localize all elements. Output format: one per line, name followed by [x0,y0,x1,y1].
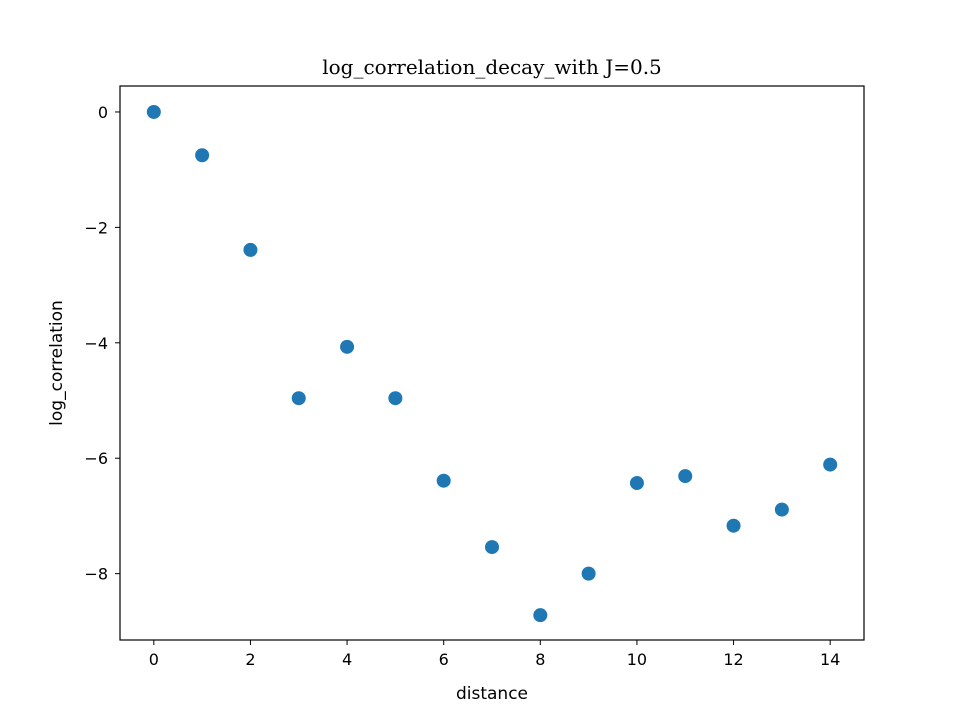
y-tick-label: −4 [84,334,108,353]
axis-ticks: 0 2 4 6 8 10 12 14 0 −2 −4 −6 −8 [84,103,840,669]
data-point [436,473,451,488]
data-point [678,469,693,484]
data-point [581,566,596,581]
x-tick-label: 0 [149,650,159,669]
data-point [485,540,499,555]
x-axis-label: distance [456,684,528,704]
x-tick-label: 14 [820,650,840,669]
data-point [629,476,644,491]
x-tick-label: 2 [245,650,255,669]
chart-title: log_correlation_decay_with J=0.5 [322,55,662,79]
y-axis-label: log_correlation [47,300,67,426]
x-tick-label: 12 [723,650,743,669]
axes-frame [119,85,865,641]
data-point [388,391,403,406]
data-point [291,391,306,406]
x-tick-label: 4 [342,650,352,669]
data-point [533,608,548,623]
y-tick-label: −8 [84,565,108,584]
data-point [726,518,741,533]
data-point [243,242,258,257]
x-tick-label: 6 [439,650,449,669]
plot-area [146,104,838,623]
data-point [774,502,789,517]
data-point [823,457,838,472]
y-tick-label: 0 [98,103,108,122]
data-point [340,339,355,354]
data-point [146,104,161,119]
x-tick-label: 10 [627,650,647,669]
data-point [195,148,210,163]
y-tick-label: −6 [84,449,108,468]
y-tick-label: −2 [84,218,108,237]
x-tick-label: 8 [535,650,545,669]
